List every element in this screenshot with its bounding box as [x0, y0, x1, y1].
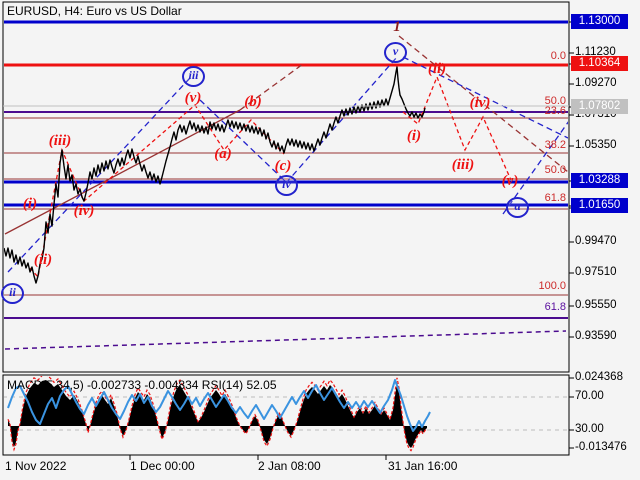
macd-tick-label: 0.024368 — [575, 371, 623, 383]
wave-circle-label: v — [384, 42, 407, 63]
macd-tick-label: 70.00 — [575, 390, 604, 402]
trendline — [502, 121, 568, 215]
wave-count-label: (ii) — [33, 252, 53, 268]
price-tick-label: 0.99470 — [575, 235, 617, 247]
macd-tick-label: 30.00 — [575, 423, 604, 435]
fib-level-label: 50.0 — [544, 95, 566, 107]
price-badge: 1.01650 — [571, 198, 628, 213]
wave-count-label: 1 — [393, 19, 401, 35]
wave-count-label: (i) — [406, 128, 422, 144]
trendline — [239, 63, 304, 111]
wave-circle-label: iv — [275, 175, 298, 196]
price-badge: 1.10364 — [571, 56, 628, 71]
wave-count-label: (a) — [214, 146, 232, 162]
fib-level-label: 23.6 — [544, 105, 566, 117]
time-axis-label: 2 Jan 08:00 — [258, 459, 321, 473]
price-tick-label: 0.97510 — [575, 266, 617, 278]
macd-tick-label: -0.013476 — [575, 441, 627, 453]
fib-level-label: 61.8 — [544, 192, 566, 204]
trendline — [285, 56, 398, 184]
wave-count-label: (iii) — [451, 157, 475, 173]
trendline — [7, 77, 191, 273]
wave-count-label: (ii) — [427, 61, 447, 77]
wave-circle-label: ii — [1, 283, 24, 304]
wave-projection-path — [402, 75, 512, 181]
fib-level-label: 0.0 — [550, 50, 566, 62]
fib-level-label: 61.8 — [544, 301, 566, 313]
macd-indicator-label: MACD(5,34,5) -0.002733 -0.004834 RSI(14)… — [7, 378, 277, 392]
price-tick-label: 0.95550 — [575, 299, 617, 311]
wave-count-label: (i) — [22, 196, 38, 212]
price-tick-label: 1.09270 — [575, 77, 617, 89]
fib-level-label: 38.2 — [544, 139, 566, 151]
fib-level-label: 50.0 — [544, 164, 566, 176]
trendline — [4, 330, 567, 350]
wave-count-label: (iii) — [48, 133, 72, 149]
wave-count-label: (iv) — [73, 203, 95, 219]
wave-count-label: (iv) — [469, 95, 491, 111]
wave-projection-path — [29, 104, 285, 279]
rsi-series — [7, 379, 431, 432]
price-tick-label: 1.11230 — [575, 46, 616, 58]
wave-count-label: (v) — [501, 173, 519, 189]
wave-circle-label: a — [506, 197, 529, 218]
wave-count-label: (v) — [184, 90, 202, 106]
price-badge: 1.07802 — [571, 99, 628, 114]
price-tick-label: 0.93590 — [575, 330, 617, 342]
trendline — [398, 35, 568, 173]
macd-signal-line — [7, 376, 428, 452]
wave-count-label: (b) — [244, 94, 262, 110]
price-badge: 1.13000 — [571, 14, 628, 29]
price-series — [4, 66, 426, 284]
price-badge: 1.03288 — [571, 173, 628, 188]
time-axis-label: 1 Nov 2022 — [5, 459, 67, 473]
wave-count-label: (c) — [274, 158, 292, 174]
trendline — [402, 56, 568, 139]
time-axis-label: 1 Dec 00:00 — [130, 459, 195, 473]
wave-circle-label: iii — [182, 66, 205, 87]
chart-symbol-title: EURUSD, H4: Euro vs US Dollar — [7, 4, 182, 18]
fib-level-label: 100.0 — [538, 280, 566, 292]
time-axis-label: 31 Jan 16:00 — [388, 459, 458, 473]
price-tick-label: 1.05350 — [575, 139, 617, 151]
